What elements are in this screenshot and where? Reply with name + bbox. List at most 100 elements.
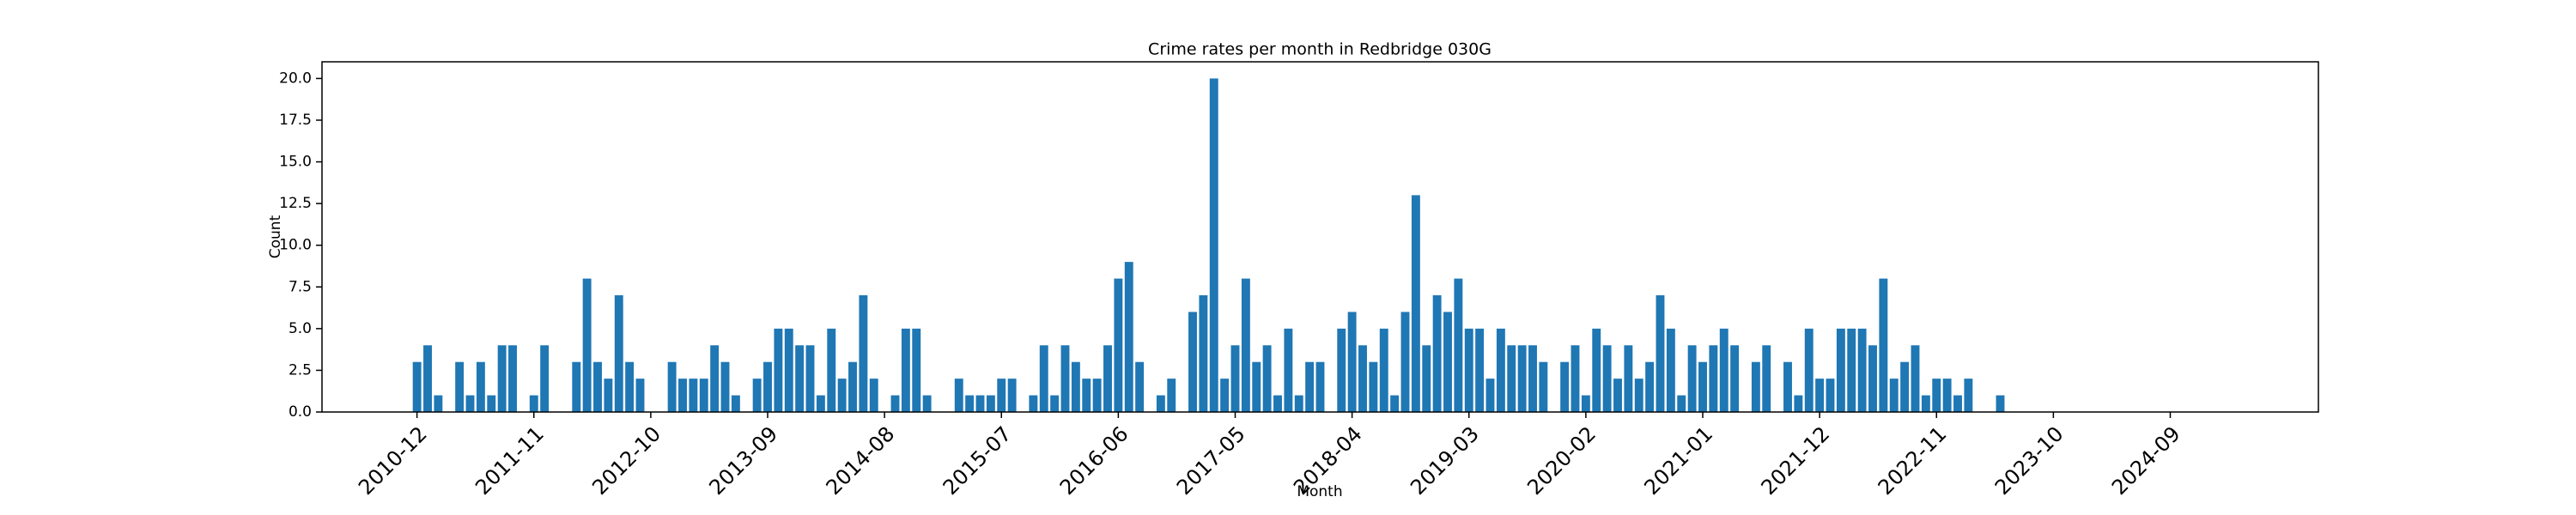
bar bbox=[1666, 328, 1675, 412]
bar bbox=[1475, 328, 1485, 412]
bar bbox=[1294, 395, 1303, 412]
y-tick-label: 7.5 bbox=[289, 278, 312, 295]
y-tick-label: 17.5 bbox=[279, 112, 312, 129]
bar bbox=[1241, 278, 1250, 412]
bar bbox=[1273, 395, 1282, 412]
bar bbox=[1996, 395, 2005, 412]
bar bbox=[763, 361, 772, 412]
bar bbox=[965, 395, 975, 412]
bar bbox=[1560, 361, 1570, 412]
bar bbox=[1656, 295, 1665, 412]
x-tick-label: 2015-07 bbox=[939, 421, 1017, 500]
bar bbox=[816, 395, 825, 412]
bar bbox=[837, 379, 847, 412]
x-axis-label: Month bbox=[1297, 483, 1342, 500]
bar bbox=[1847, 328, 1856, 412]
y-tick-label: 12.5 bbox=[279, 195, 312, 212]
bar bbox=[476, 361, 485, 412]
bar bbox=[1220, 379, 1230, 412]
bar bbox=[1964, 379, 1973, 412]
bar bbox=[1464, 328, 1473, 412]
bar bbox=[1315, 361, 1325, 412]
y-tick-label: 2.5 bbox=[289, 361, 312, 379]
x-tick-label: 2019-03 bbox=[1406, 421, 1484, 500]
bar bbox=[1262, 345, 1272, 412]
y-tick-label: 15.0 bbox=[279, 154, 312, 171]
bar bbox=[859, 295, 868, 412]
bar bbox=[1029, 395, 1038, 412]
bar bbox=[1826, 379, 1835, 412]
bar bbox=[1230, 345, 1240, 412]
bar bbox=[1092, 379, 1102, 412]
bar bbox=[1645, 361, 1655, 412]
bar bbox=[540, 345, 550, 412]
bar bbox=[827, 328, 836, 412]
bar bbox=[795, 345, 805, 412]
bar bbox=[1422, 345, 1431, 412]
x-tick-label: 2010-12 bbox=[354, 421, 432, 500]
bar bbox=[1496, 328, 1505, 412]
bar bbox=[1592, 328, 1601, 412]
x-tick-label: 2014-08 bbox=[822, 421, 900, 500]
bar bbox=[1602, 345, 1612, 412]
y-tick-label: 0.0 bbox=[289, 403, 312, 421]
bar bbox=[1709, 345, 1718, 412]
bar bbox=[434, 395, 443, 412]
x-tick-label: 2021-12 bbox=[1757, 421, 1835, 500]
bar bbox=[1730, 345, 1740, 412]
bar bbox=[1507, 345, 1516, 412]
bar bbox=[582, 278, 592, 412]
bar bbox=[890, 395, 900, 412]
bar bbox=[869, 379, 878, 412]
bar bbox=[1868, 345, 1877, 412]
bar bbox=[954, 379, 963, 412]
bar bbox=[1411, 195, 1420, 412]
bar bbox=[805, 345, 815, 412]
x-tick-label: 2024-09 bbox=[2107, 421, 2185, 500]
bar bbox=[784, 328, 793, 412]
bar bbox=[1677, 395, 1686, 412]
bar bbox=[731, 395, 740, 412]
bar bbox=[1305, 361, 1315, 412]
bar bbox=[1804, 328, 1814, 412]
bar bbox=[1624, 345, 1633, 412]
bar bbox=[1932, 379, 1941, 412]
bar bbox=[720, 361, 730, 412]
bar bbox=[412, 361, 422, 412]
bar bbox=[1571, 345, 1580, 412]
plot-frame bbox=[321, 61, 2319, 413]
bar bbox=[1390, 395, 1400, 412]
bar bbox=[678, 379, 687, 412]
bar bbox=[1188, 312, 1197, 412]
bar bbox=[1347, 312, 1357, 412]
bar bbox=[848, 361, 857, 412]
bar bbox=[699, 379, 708, 412]
bar bbox=[1379, 328, 1388, 412]
x-tick-label: 2022-11 bbox=[1874, 421, 1952, 500]
bar bbox=[997, 379, 1006, 412]
bar bbox=[1369, 361, 1378, 412]
bar bbox=[1337, 328, 1346, 412]
bar bbox=[1815, 379, 1825, 412]
bar bbox=[901, 328, 910, 412]
bar bbox=[1783, 361, 1792, 412]
bar bbox=[465, 395, 475, 412]
y-tick-label: 10.0 bbox=[279, 237, 312, 254]
x-tick-label: 2017-05 bbox=[1172, 421, 1250, 500]
bar bbox=[1209, 78, 1218, 412]
x-tick-label: 2023-10 bbox=[1990, 421, 2069, 500]
bar bbox=[1114, 278, 1123, 412]
bar bbox=[1762, 345, 1771, 412]
bar bbox=[1124, 262, 1133, 412]
bar bbox=[1358, 345, 1367, 412]
bar bbox=[1581, 395, 1590, 412]
bar bbox=[635, 379, 645, 412]
bar bbox=[689, 379, 698, 412]
bar bbox=[922, 395, 932, 412]
x-tick-label: 2012-10 bbox=[587, 421, 665, 500]
bar bbox=[975, 395, 985, 412]
bar bbox=[1857, 328, 1867, 412]
bar bbox=[1900, 361, 1910, 412]
bar bbox=[593, 361, 602, 412]
bar bbox=[1794, 395, 1803, 412]
